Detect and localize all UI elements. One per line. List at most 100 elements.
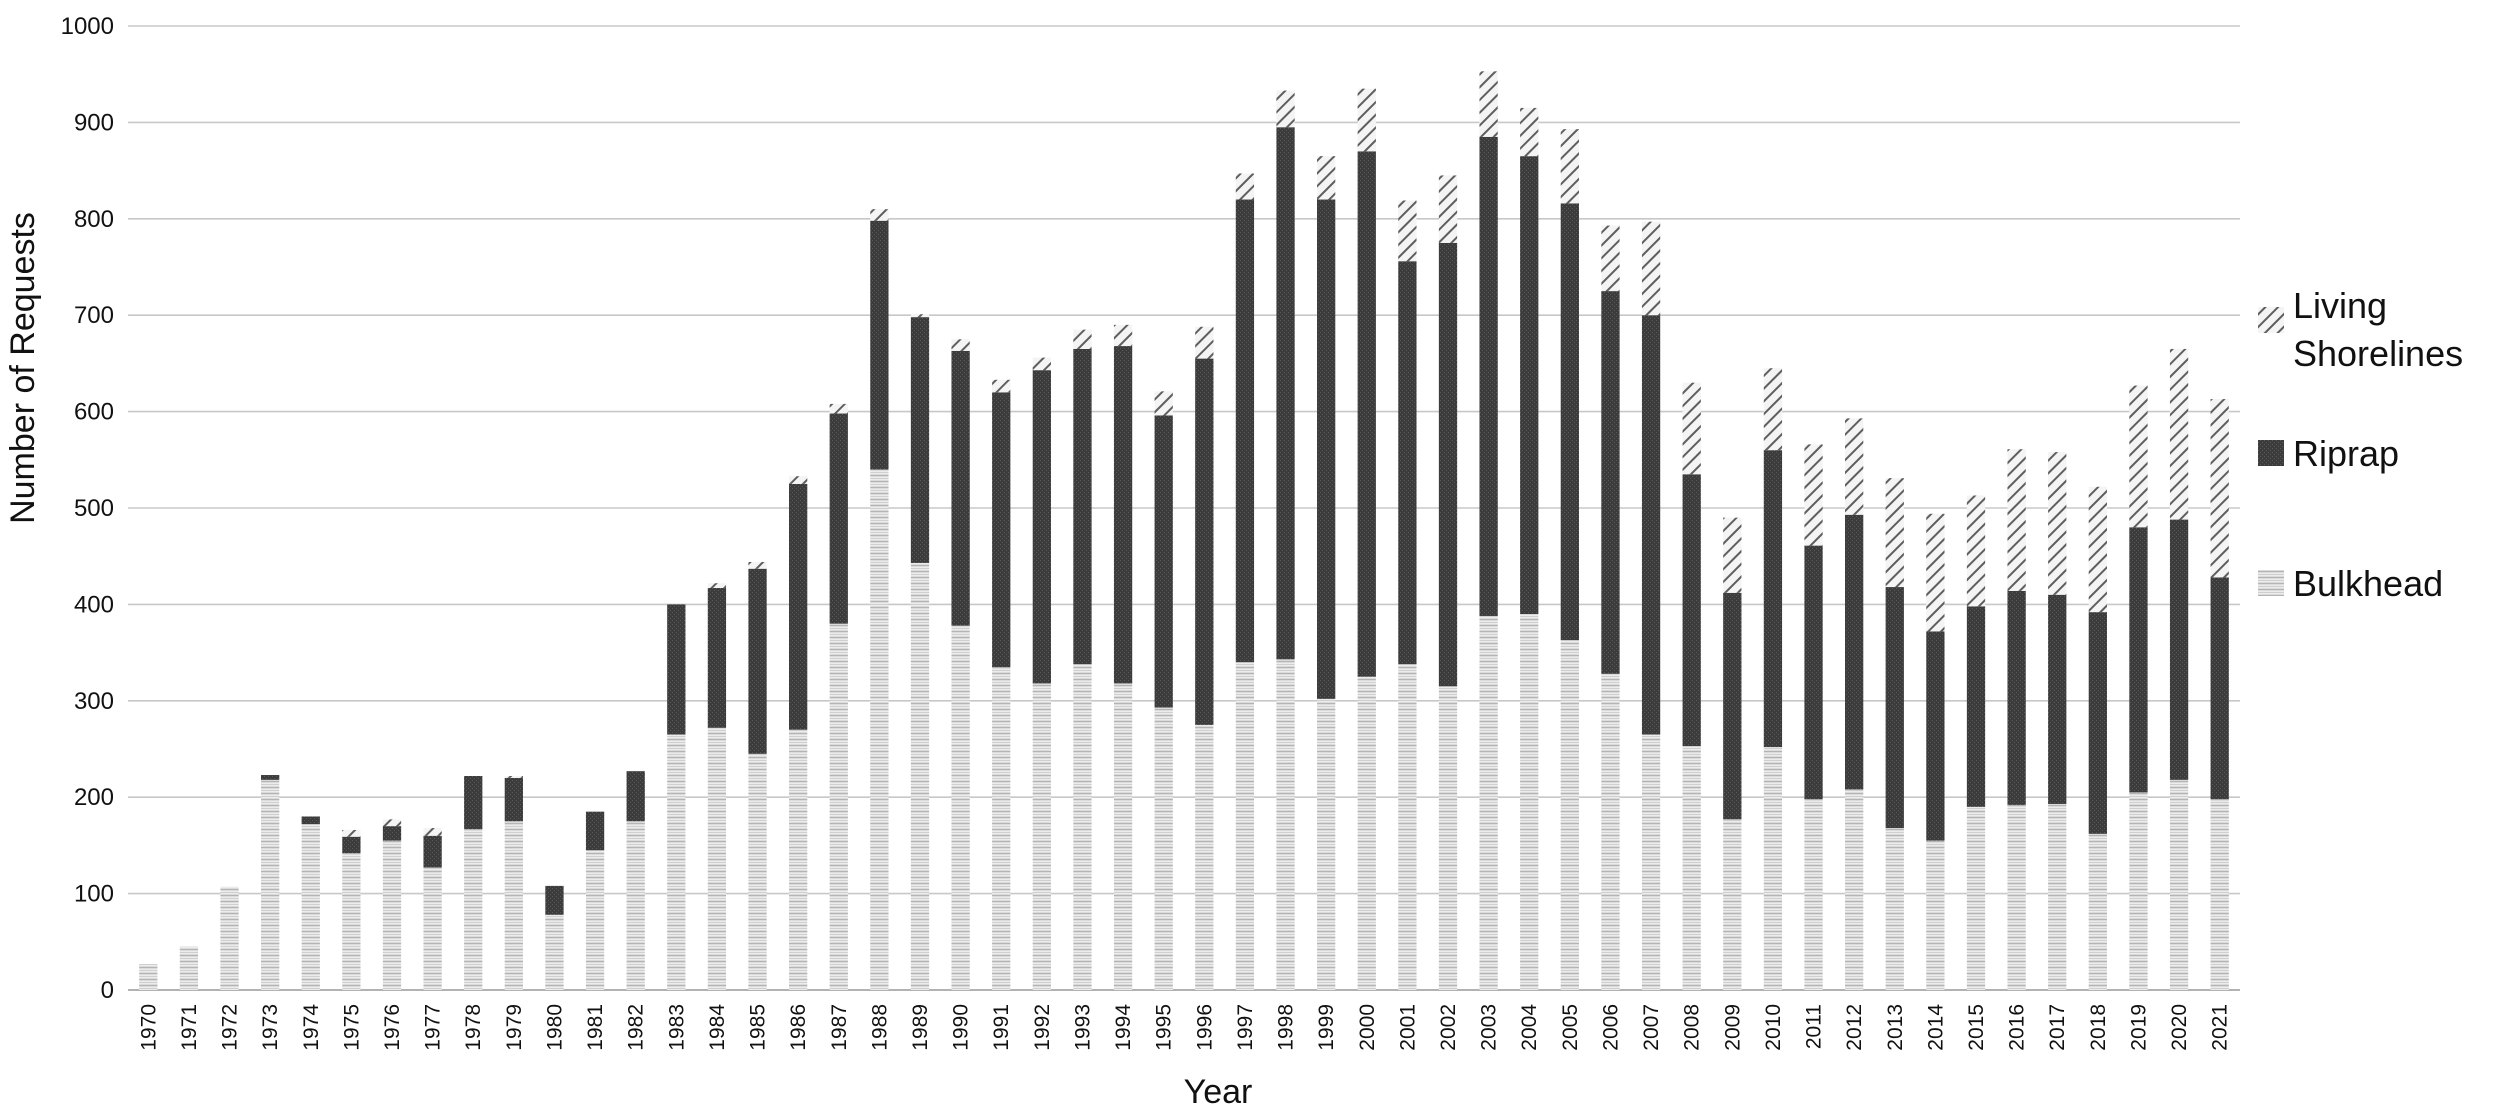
x-tick-label: 1974: [300, 1004, 323, 1051]
x-tick-label: 1970: [137, 1004, 160, 1051]
x-tick-label: 1982: [625, 1004, 648, 1051]
bar-riprap-2021: [2210, 577, 2229, 800]
x-tick-label: 1978: [462, 1004, 485, 1051]
x-tick-label: 1983: [665, 1004, 688, 1051]
bar-riprap-1977: [423, 835, 442, 868]
x-tick-label: 1984: [706, 1004, 729, 1051]
bar-bulkhead-2009: [1723, 819, 1742, 990]
bar-riprap-2013: [1885, 587, 1904, 829]
bar-riprap-2012: [1845, 514, 1864, 790]
y-tick-label: 600: [74, 399, 114, 426]
bar-riprap-1978: [464, 775, 483, 830]
x-tick-label: 1986: [787, 1004, 810, 1051]
x-tick-label: 2013: [1884, 1004, 1907, 1051]
bar-riprap-2010: [1763, 450, 1783, 748]
x-tick-label: 1993: [1071, 1004, 1094, 1051]
bar-riprap-2020: [2169, 519, 2189, 780]
bar-living-shorelines-2020: [2169, 348, 2189, 520]
x-tick-label: 1976: [381, 1004, 404, 1051]
bar-bulkhead-2020: [2169, 779, 2189, 990]
legend: Living Shorelines Riprap Bulkhead: [2258, 285, 2463, 604]
bar-riprap-1986: [789, 483, 808, 730]
bar-bulkhead-1986: [789, 729, 808, 990]
bar-riprap-1979: [504, 777, 523, 822]
bar-living-shorelines-1989: [910, 314, 930, 318]
x-tick-label: 2010: [1762, 1004, 1785, 1051]
bar-riprap-1995: [1154, 415, 1173, 708]
bar-bulkhead-1981: [585, 850, 605, 990]
x-tick-label: 2004: [1518, 1004, 1541, 1051]
y-tick-label: 900: [74, 109, 114, 136]
bar-riprap-1991: [992, 392, 1011, 668]
x-tick-label: 2000: [1356, 1004, 1379, 1051]
bar-living-shorelines-2021: [2210, 399, 2229, 578]
bar-living-shorelines-1999: [1317, 156, 1336, 200]
bar-riprap-1985: [748, 568, 767, 754]
y-tick-label: 100: [74, 881, 114, 908]
x-tick-label: 2002: [1437, 1004, 1460, 1051]
bar-bulkhead-2008: [1682, 746, 1701, 990]
bar-living-shorelines-1995: [1154, 391, 1173, 416]
bar-riprap-1994: [1113, 346, 1133, 684]
bar-bulkhead-1990: [951, 625, 970, 990]
bar-living-shorelines-2017: [2048, 452, 2067, 595]
x-tick-label: 1988: [868, 1004, 891, 1051]
legend-label-riprap: Riprap: [2293, 433, 2399, 474]
x-tick-label: 1996: [1193, 1004, 1216, 1051]
bar-riprap-1988: [870, 220, 889, 470]
x-tick-label: 1979: [503, 1004, 526, 1051]
bar-riprap-1983: [667, 604, 686, 735]
y-tick-label: 0: [101, 977, 114, 1004]
bar-bulkhead-2013: [1885, 828, 1904, 990]
bar-riprap-1973: [261, 775, 280, 780]
y-tick-label: 1000: [61, 13, 114, 40]
bar-living-shorelines-2011: [1804, 444, 1823, 546]
bar-living-shorelines-1994: [1113, 324, 1133, 347]
x-tick-label: 2016: [2006, 1004, 2029, 1051]
bar-riprap-2005: [1560, 203, 1579, 641]
bar-riprap-2003: [1479, 136, 1498, 616]
bar-bulkhead-1994: [1113, 683, 1133, 990]
bar-living-shorelines-1993: [1073, 329, 1092, 349]
bar-riprap-1974: [301, 816, 320, 825]
x-tick-label: 1980: [543, 1004, 566, 1051]
bar-riprap-1997: [1235, 199, 1255, 663]
bar-living-shorelines-1975: [342, 829, 361, 837]
bar-living-shorelines-1984: [707, 583, 727, 589]
bar-bulkhead-1979: [504, 821, 523, 990]
bar-living-shorelines-2008: [1682, 382, 1701, 475]
bar-living-shorelines-2019: [2129, 385, 2148, 528]
bar-living-shorelines-2004: [1520, 107, 1539, 157]
bar-bulkhead-1999: [1317, 698, 1336, 990]
bar-living-shorelines-1985: [748, 561, 767, 569]
legend-label-bulkhead: Bulkhead: [2293, 563, 2443, 604]
bar-riprap-1982: [626, 771, 645, 822]
bar-riprap-2016: [2007, 590, 2026, 805]
bar-bulkhead-2010: [1763, 747, 1783, 990]
bar-riprap-2017: [2048, 594, 2067, 804]
bar-riprap-1980: [545, 885, 564, 915]
bar-bulkhead-1977: [423, 867, 442, 990]
bar-bulkhead-2011: [1804, 799, 1823, 990]
bar-living-shorelines-2001: [1398, 200, 1417, 262]
y-tick-label: 800: [74, 206, 114, 233]
bar-bulkhead-1972: [220, 886, 239, 990]
bar-riprap-1987: [829, 413, 848, 624]
bar-bulkhead-2003: [1479, 615, 1498, 990]
legend-swatch-bulkhead: [2258, 570, 2284, 596]
bar-riprap-1996: [1195, 358, 1214, 725]
bar-bulkhead-2017: [2048, 803, 2067, 990]
bar-living-shorelines-2018: [2088, 486, 2107, 613]
bar-bulkhead-2021: [2210, 799, 2229, 990]
bar-bulkhead-1973: [261, 779, 280, 990]
bar-bulkhead-1984: [707, 727, 727, 990]
bar-riprap-1975: [342, 836, 361, 854]
x-tick-label: 1971: [178, 1004, 201, 1051]
bar-bulkhead-2015: [1966, 806, 1986, 990]
x-tick-label: 2014: [1924, 1004, 1947, 1051]
bar-bulkhead-1974: [301, 824, 320, 990]
bar-living-shorelines-1987: [829, 403, 848, 414]
bar-bulkhead-1992: [1032, 683, 1051, 990]
x-tick-label: 1995: [1153, 1004, 1176, 1051]
x-tick-label: 1989: [909, 1004, 932, 1051]
